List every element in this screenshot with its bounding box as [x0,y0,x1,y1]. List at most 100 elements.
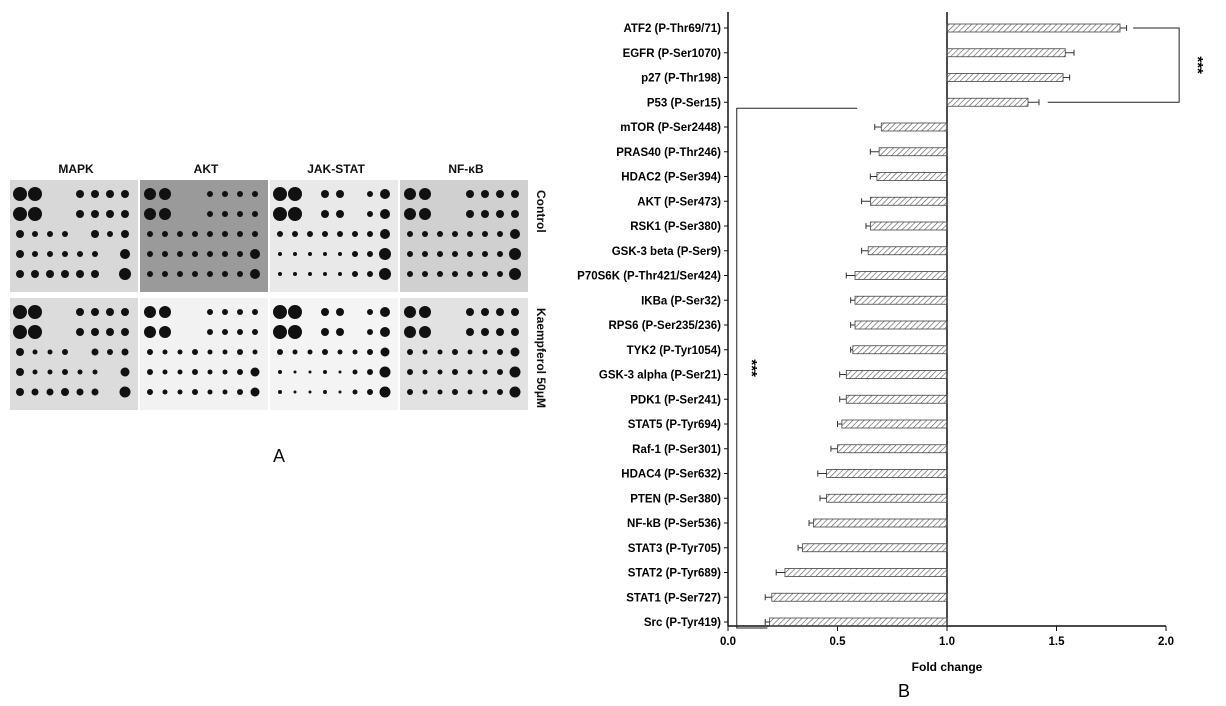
blot-dot [76,190,84,198]
category-label: Raf-1 (P-Ser301) [632,444,721,456]
blot-dot [147,251,153,257]
blot-dot [222,349,228,355]
blot-dot [338,252,342,256]
blot-dot [367,309,373,315]
blot-dot [28,325,42,339]
blot-dot [336,328,344,336]
blot-dot [222,329,228,335]
blot-dot [252,211,258,217]
blot-dot [509,386,521,398]
blot-dot [13,305,27,319]
category-label: IKBa (P-Ser32) [641,295,721,307]
blot-dot [28,305,42,319]
bar [813,518,948,528]
blot-dot [321,328,329,336]
bar [854,271,948,280]
blot-dot [106,210,114,218]
blot-dot [237,271,243,277]
category-label: ATF2 (P-Thr69/71) [623,23,721,35]
blot-dot [452,271,458,277]
blot-dot [32,231,38,237]
significance-marker-top: *** [1189,56,1206,74]
blot-dot [467,389,473,395]
pathway-label-mapk: MAPK [58,162,94,176]
blot-dot [307,231,313,237]
blot-dot [481,328,489,336]
bar [876,172,948,181]
panel-label-b: B [898,681,910,701]
blot-dot [222,271,228,277]
category-label: P53 (P-Ser15) [647,97,721,109]
category-label: STAT3 (P-Tyr705) [628,543,721,555]
blot-dot [106,308,114,316]
blot-dot [177,271,183,277]
blot-dot [16,348,24,356]
blot-dot [338,272,342,276]
blot-dot [147,271,153,277]
blot-membrane [270,180,398,292]
blot-dot [352,389,358,395]
blot-dot [467,251,473,257]
blot-dot [192,271,198,277]
blot-dot [177,349,183,355]
blot-dot [497,349,503,355]
x-tick-label: 1.5 [1049,636,1066,648]
blot-dot [481,190,489,198]
blot-dot [91,270,99,278]
blot-dot [404,208,416,220]
bar [771,592,948,602]
blot-dot [222,309,228,315]
blot-dot [404,326,416,338]
significance-bracket-bottom [736,107,858,629]
blot-dot [252,329,258,335]
blot-dot [192,389,198,395]
category-label: PDK1 (P-Ser241) [630,394,721,406]
blot-dot [482,389,488,395]
blot-dot [162,231,168,237]
blot-dot [437,369,443,375]
blot-membrane [400,180,528,292]
blot-dot [292,231,298,237]
blot-dot [91,190,99,198]
blot-dot [144,326,156,338]
blot-dot [32,369,38,375]
blot-dot [321,308,329,316]
blot-dot [119,386,131,398]
bar [878,147,948,157]
blot-dot [308,390,312,394]
x-tick-label: 1.0 [939,636,955,648]
blot-dot [293,390,297,394]
bar [826,493,948,503]
blot-dot [437,271,443,277]
blot-dot [28,187,42,201]
blot-dot [121,308,129,316]
category-label: PRAS40 (P-Thr246) [616,147,721,159]
blot-dot [323,390,327,394]
category-label: GSK-3 alpha (P-Ser21) [599,370,721,382]
category-label: RSK1 (P-Ser380) [630,221,721,233]
blot-membrane [270,298,398,410]
blot-dot [61,270,69,278]
pathway-label-akt: AKT [193,162,219,176]
bar [946,73,1064,82]
blot-dot [250,387,260,397]
blot-dot [321,190,329,198]
blot-dot [46,388,54,396]
blot-dot [222,369,228,375]
blot-dot [76,270,84,278]
bar [802,543,948,553]
blot-dot [250,269,260,279]
row-label-control: Control [534,190,548,233]
category-label: STAT5 (P-Tyr694) [628,419,721,431]
category-label: TYK2 (P-Tyr1054) [627,345,722,357]
blot-dot [76,388,84,396]
category-label: STAT1 (P-Ser727) [626,592,721,604]
blot-dot [237,389,243,395]
x-tick-label: 0.5 [830,636,847,648]
blot-dot [207,389,213,395]
category-label: NF-kB (P-Ser536) [627,518,721,530]
blot-dot [321,210,329,218]
category-label: Src (P-Tyr419) [644,617,721,629]
category-label: STAT2 (P-Tyr689) [628,568,721,580]
blot-dot [222,211,228,217]
